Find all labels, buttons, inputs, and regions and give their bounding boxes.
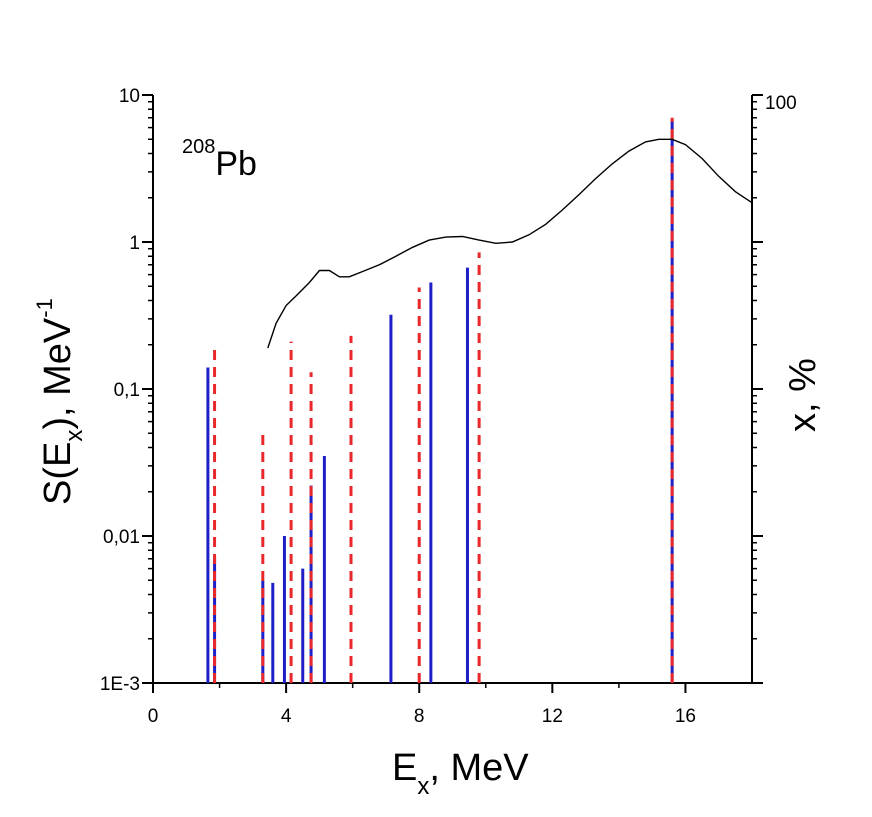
x-axis-title-main: E bbox=[392, 747, 417, 789]
y-axis-left-title-part1: S(E bbox=[37, 442, 79, 505]
annotation-label: 208Pb bbox=[182, 136, 257, 183]
y-left-tick-label: 1E-3 bbox=[100, 674, 140, 695]
axes bbox=[152, 95, 753, 684]
y-axis-left-title-part2: ), MeV bbox=[37, 317, 79, 430]
y-left-tick-label: 1 bbox=[129, 233, 140, 254]
x-axis-title: Ex, MeV bbox=[392, 747, 529, 800]
curve-line bbox=[267, 138, 753, 349]
y-left-tick-label: 10 bbox=[119, 86, 140, 107]
x-axis-title-rest: , MeV bbox=[429, 747, 529, 789]
x-tick-label-12: 12 bbox=[542, 706, 563, 727]
x-tick-label-0: 0 bbox=[148, 706, 159, 727]
y-right-tick-label: 100 bbox=[765, 93, 797, 114]
x-tick-label-16: 16 bbox=[675, 706, 696, 727]
marks bbox=[206, 117, 753, 683]
annotation-superscript: 208 bbox=[182, 136, 215, 158]
y-left-tick-label: 0,1 bbox=[114, 380, 140, 401]
y-axis-right-title: x, % bbox=[782, 358, 824, 432]
y-left-tick-label: 0,01 bbox=[103, 527, 140, 548]
y-axis-left-title-sub: x bbox=[61, 430, 88, 442]
x-tick-label-8: 8 bbox=[414, 706, 425, 727]
ticks: 0 4 8 12 16 1E-3 0,01 0,1 1 10 100 bbox=[100, 86, 797, 727]
x-axis-title-sub: x bbox=[417, 773, 429, 800]
annotation-element: Pb bbox=[215, 145, 257, 183]
y-axis-left-title: S(Ex), MeV-1 bbox=[32, 298, 88, 505]
x-tick-label-4: 4 bbox=[281, 706, 292, 727]
y-axis-left-title-sup: -1 bbox=[32, 298, 57, 318]
